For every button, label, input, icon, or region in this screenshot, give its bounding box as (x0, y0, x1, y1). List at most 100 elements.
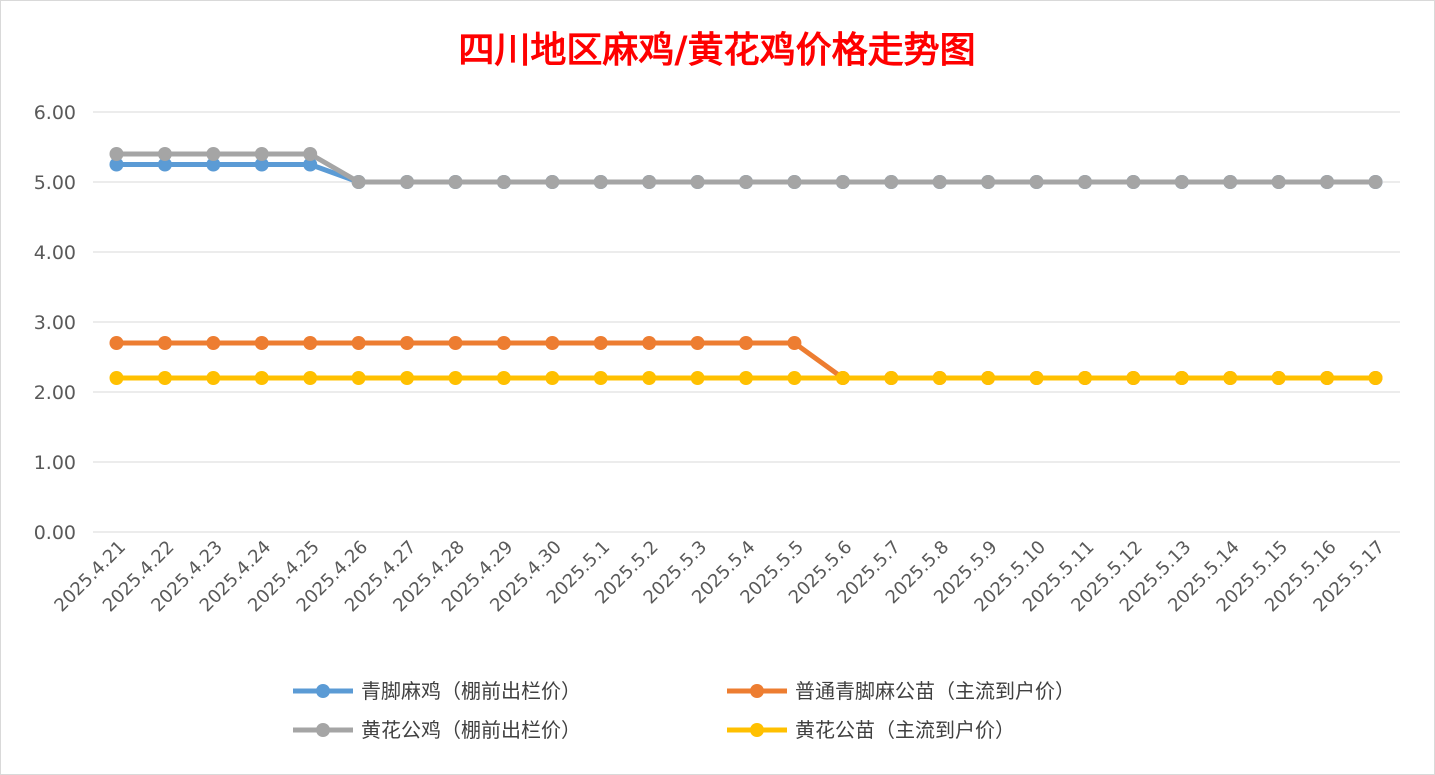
y-axis: 0.00 1.00 2.00 3.00 4.00 5.00 6.00 (34, 102, 76, 544)
legend-label: 普通青脚麻公苗（主流到户价） (795, 679, 1075, 703)
data-point (932, 175, 947, 189)
data-point (254, 336, 269, 350)
data-point (109, 336, 124, 350)
y-tick-label: 2.00 (34, 382, 76, 404)
data-point (254, 371, 269, 385)
legend-marker (750, 684, 764, 698)
data-point (400, 175, 415, 189)
y-tick-label: 1.00 (34, 452, 76, 474)
y-tick-label: 4.00 (34, 242, 76, 264)
data-point (303, 336, 318, 350)
data-point (448, 336, 463, 350)
data-point (739, 371, 753, 385)
data-point (1368, 175, 1383, 189)
data-point (206, 157, 221, 172)
data-point (206, 336, 221, 350)
plot-area (109, 147, 1383, 385)
data-point (932, 371, 947, 385)
series-4 (109, 371, 1383, 385)
data-point (739, 175, 753, 189)
chart-title: 四川地区麻鸡/黄花鸡价格走势图 (458, 29, 975, 71)
data-point (206, 371, 221, 385)
data-point (787, 175, 802, 189)
data-point (690, 336, 705, 350)
series-3 (109, 147, 1383, 189)
y-tick-label: 0.00 (34, 522, 76, 544)
data-point (1320, 175, 1335, 189)
data-point (1029, 175, 1044, 189)
data-point (496, 371, 511, 385)
legend-item: 黄花公苗（主流到户价） (727, 718, 1015, 742)
data-point (690, 175, 705, 189)
data-point (206, 147, 221, 161)
data-point (981, 175, 996, 189)
data-point (545, 336, 560, 350)
data-point (1271, 175, 1286, 189)
data-point (1368, 371, 1383, 385)
data-point (109, 157, 124, 172)
data-point (642, 175, 657, 189)
legend-item: 青脚麻鸡（棚前出栏价） (293, 679, 581, 703)
data-point (1077, 175, 1092, 189)
data-point (545, 371, 560, 385)
legend-marker (316, 723, 330, 737)
data-point (400, 371, 415, 385)
data-point (496, 336, 511, 350)
y-tick-label: 5.00 (34, 172, 76, 194)
data-point (157, 371, 172, 385)
data-point (157, 147, 172, 161)
data-point (787, 371, 802, 385)
data-point (303, 371, 318, 385)
data-point (1271, 371, 1286, 385)
data-point (1126, 175, 1141, 189)
legend-label: 黄花公鸡（棚前出栏价） (361, 718, 581, 742)
data-point (400, 336, 415, 350)
data-point (351, 175, 366, 189)
legend: 青脚麻鸡（棚前出栏价） 普通青脚麻公苗（主流到户价） 黄花公鸡（棚前出栏价） 黄花公苗… (293, 679, 1075, 742)
y-tick-label: 3.00 (34, 312, 76, 334)
legend-marker (316, 684, 330, 698)
data-point (254, 147, 269, 161)
data-point (593, 336, 608, 350)
data-point (884, 175, 899, 189)
data-point (835, 175, 850, 189)
data-point (1223, 175, 1238, 189)
data-point (351, 371, 366, 385)
data-point (787, 336, 802, 350)
data-point (496, 175, 511, 189)
data-point (690, 371, 705, 385)
data-point (545, 175, 560, 189)
data-point (157, 336, 172, 350)
data-point (351, 336, 366, 350)
x-axis: 2025.4.212025.4.222025.4.232025.4.242025… (50, 537, 1389, 617)
data-point (593, 175, 608, 189)
data-point (448, 371, 463, 385)
data-point (303, 157, 318, 172)
gridlines (93, 111, 1400, 533)
data-point (642, 336, 657, 350)
data-point (1174, 371, 1189, 385)
data-point (593, 371, 608, 385)
data-point (157, 157, 172, 172)
legend-item: 普通青脚麻公苗（主流到户价） (727, 679, 1075, 703)
legend-item: 黄花公鸡（棚前出栏价） (293, 718, 581, 742)
legend-label: 青脚麻鸡（棚前出栏价） (361, 679, 581, 703)
legend-marker (750, 723, 764, 737)
data-point (642, 371, 657, 385)
data-point (109, 371, 124, 385)
data-point (1077, 371, 1092, 385)
data-point (981, 371, 996, 385)
data-point (835, 371, 850, 385)
legend-label: 黄花公苗（主流到户价） (795, 718, 1015, 742)
data-point (1320, 371, 1335, 385)
data-point (109, 147, 124, 161)
data-point (1223, 371, 1238, 385)
data-point (1126, 371, 1141, 385)
data-point (1174, 175, 1189, 189)
data-point (1029, 371, 1044, 385)
data-point (303, 147, 318, 161)
data-point (254, 157, 269, 172)
data-point (884, 371, 899, 385)
